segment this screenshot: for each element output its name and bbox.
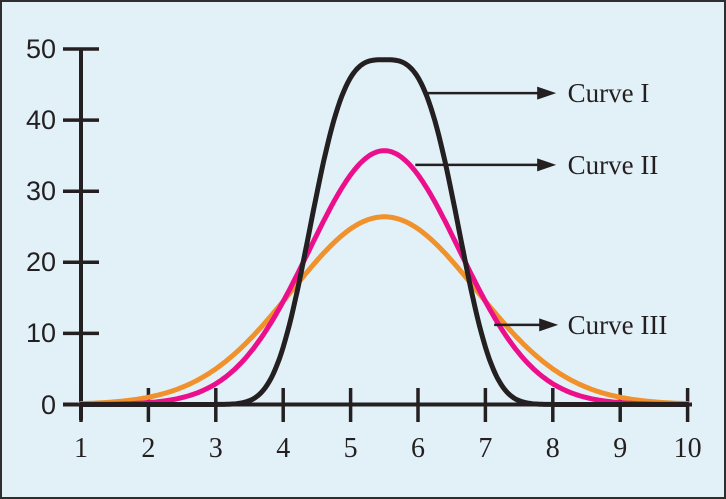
x-tick-label: 8	[545, 433, 560, 464]
arrowhead-icon	[537, 86, 557, 100]
x-tick-label: 6	[411, 433, 425, 464]
curve-label: Curve I	[567, 78, 650, 109]
y-tick-label: 30	[25, 176, 56, 207]
y-tick-label: 0	[40, 389, 56, 420]
y-tick-label: 50	[25, 34, 56, 64]
curve-iii-path	[78, 214, 691, 407]
x-tick-label: 9	[613, 433, 628, 464]
curve-label: Curve III	[567, 309, 668, 340]
arrowhead-icon	[539, 318, 559, 332]
x-tick-label: 1	[74, 433, 88, 464]
x-tick-label: 4	[276, 433, 291, 464]
curve-ii-path	[78, 148, 691, 407]
arrowhead-icon	[537, 158, 557, 172]
x-tick-label: 2	[141, 433, 156, 464]
x-tick-label: 10	[673, 433, 702, 464]
x-tick-label: 5	[343, 433, 358, 464]
curve-label: Curve II	[567, 149, 659, 180]
x-tick-label: 7	[478, 433, 493, 464]
y-tick-label: 10	[25, 318, 56, 349]
x-tick-label: 3	[208, 433, 223, 464]
y-tick-label: 40	[25, 105, 56, 136]
y-tick-label: 20	[25, 247, 56, 278]
curve-i-path	[78, 57, 691, 407]
